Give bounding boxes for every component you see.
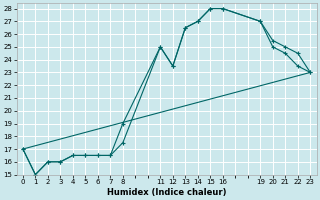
X-axis label: Humidex (Indice chaleur): Humidex (Indice chaleur) (107, 188, 226, 197)
